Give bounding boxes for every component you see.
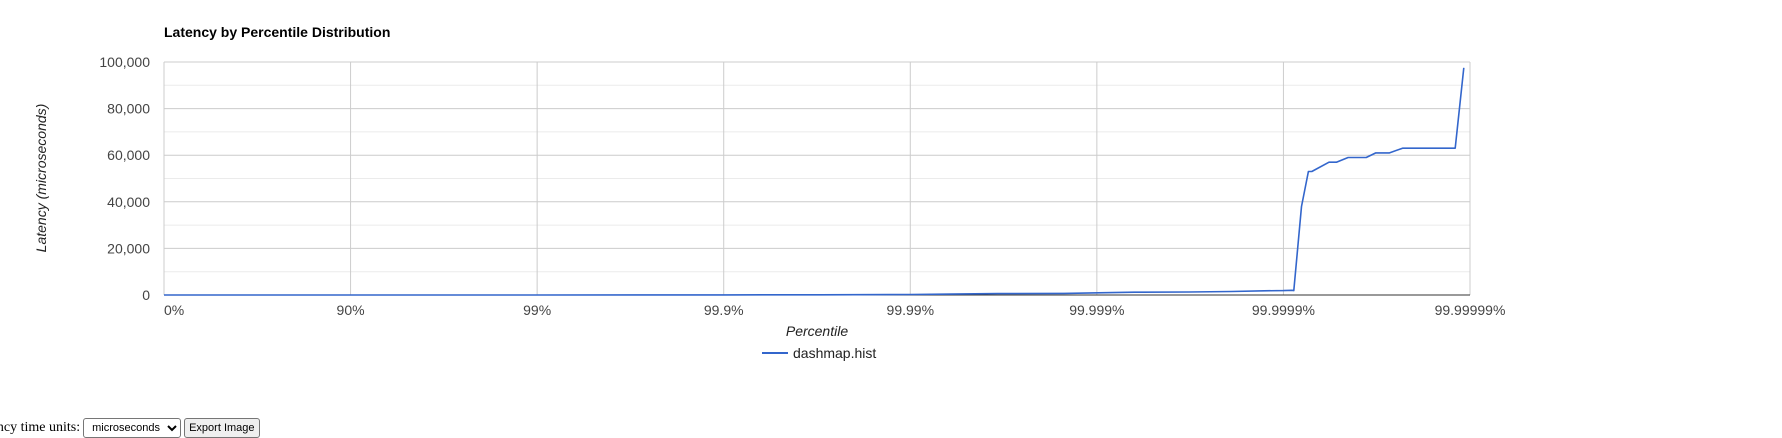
y-tick-label: 40,000	[107, 194, 150, 210]
y-tick-label: 100,000	[99, 54, 150, 70]
export-image-button[interactable]: Export Image	[184, 418, 260, 438]
x-tick-label: 99.9%	[704, 302, 744, 318]
y-tick-label: 60,000	[107, 147, 150, 163]
y-tick-label: 0	[142, 287, 150, 303]
legend[interactable]: dashmap.hist	[762, 345, 876, 361]
x-tick-label: 99%	[523, 302, 551, 318]
x-tick-label: 99.9999%	[1252, 302, 1315, 318]
legend-label-dashmap-hist: dashmap.hist	[793, 345, 876, 361]
x-tick-labels: 0% 90% 99% 99.9% 99.99% 99.999% 99.9999% 99.999…	[164, 302, 1505, 318]
units-select[interactable]: microseconds	[83, 418, 182, 438]
x-tick-label: 90%	[337, 302, 365, 318]
x-tick-label: 0%	[164, 302, 184, 318]
y-tick-label: 80,000	[107, 101, 150, 117]
x-tick-label: 99.99%	[887, 302, 934, 318]
series-line-dashmap-hist[interactable]	[164, 67, 1465, 296]
y-tick-label: 20,000	[107, 240, 150, 256]
y-tick-labels: 0 20,000 40,000 60,000 80,000 100,000	[99, 54, 150, 303]
series-layer	[164, 67, 1465, 296]
units-label: Latency time units:	[0, 420, 81, 435]
controls-bar: Latency time units: microseconds Export …	[0, 418, 260, 438]
y-axis-title: Latency (microseconds)	[33, 104, 49, 253]
chart-title: Latency by Percentile Distribution	[164, 24, 390, 40]
x-tick-label: 99.999%	[1069, 302, 1124, 318]
x-tick-label: 99.99999%	[1435, 302, 1506, 318]
x-axis-title: Percentile	[786, 323, 848, 339]
gridlines	[163, 61, 1471, 296]
